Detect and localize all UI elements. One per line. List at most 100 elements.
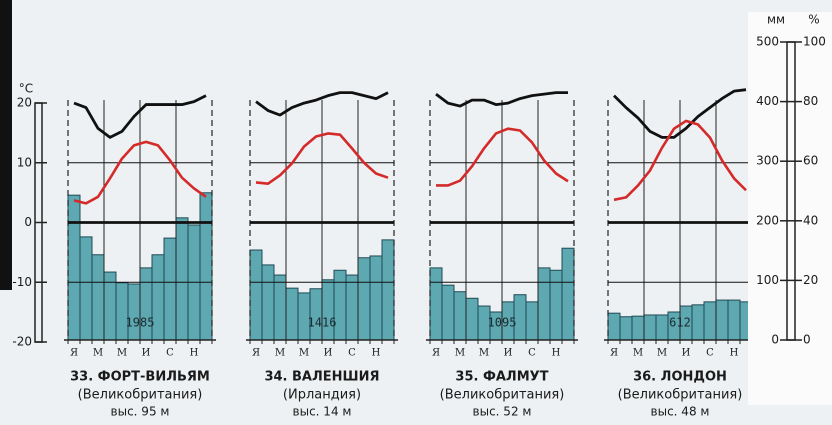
precipitation-unit: мм: [767, 13, 785, 27]
precipitation-bar: [91, 254, 105, 341]
temperature-line: [255, 132, 389, 185]
station-title: 35. ФАЛМУТ: [455, 370, 548, 385]
station-country: (Ирландия): [283, 388, 361, 403]
precipitation-bar: [163, 237, 177, 341]
month-label: С: [528, 348, 536, 359]
precipitation-bar: [199, 192, 213, 341]
station-elevation: выс. 95 м: [111, 405, 170, 419]
scale-panel: [748, 12, 832, 405]
y2-tick-label: 0: [803, 333, 811, 347]
station-title: 36. ЛОНДОН: [633, 370, 727, 385]
month-label: М: [455, 348, 465, 359]
month-label: Я: [252, 348, 260, 359]
y-tick-label: 400: [756, 94, 779, 108]
y-tick-label: 20: [17, 96, 32, 110]
month-label: И: [142, 348, 151, 359]
station-title: 34. ВАЛЕНШИЯ: [264, 370, 379, 385]
month-label: Н: [730, 348, 739, 359]
precipitation-bar: [175, 217, 189, 341]
y-tick-label: -20: [12, 335, 32, 349]
month-label: С: [166, 348, 174, 359]
precipitation-bar: [715, 299, 729, 341]
precipitation-bar: [727, 299, 741, 341]
station-country: (Великобритания): [78, 388, 203, 403]
precipitation-bar: [79, 236, 93, 341]
precipitation-bar: [465, 297, 479, 341]
precipitation-bar: [549, 269, 563, 341]
precipitation-bar: [643, 314, 657, 341]
precipitation-bar: [321, 279, 335, 341]
precipitation-total: 612: [669, 316, 691, 330]
precipitation-bar: [261, 264, 275, 341]
month-label: М: [275, 348, 285, 359]
y2-tick-label: 40: [803, 213, 818, 227]
y-tick-label: 500: [756, 35, 779, 49]
station-country: (Великобритания): [440, 388, 565, 403]
humidity-line: [255, 91, 389, 117]
precipitation-bar: [273, 274, 287, 341]
month-label: М: [117, 348, 127, 359]
month-label: С: [348, 348, 356, 359]
month-label: И: [682, 348, 691, 359]
month-label: М: [633, 348, 643, 359]
temperature-unit: °С: [19, 82, 33, 96]
y2-tick-label: 100: [803, 35, 826, 49]
y2-tick-label: 80: [803, 94, 818, 108]
precipitation-bar: [619, 316, 633, 341]
y-tick-label: 10: [17, 155, 32, 169]
precipitation-bar: [249, 249, 263, 341]
month-label: Н: [552, 348, 561, 359]
precipitation-bar: [607, 312, 621, 341]
precipitation-bar: [345, 274, 359, 341]
precipitation-bar: [309, 288, 323, 341]
y2-tick-label: 60: [803, 154, 818, 168]
station-elevation: выс. 52 м: [473, 405, 532, 419]
month-label: М: [479, 348, 489, 359]
precipitation-bar: [703, 301, 717, 341]
temperature-line: [613, 119, 747, 202]
precipitation-bar: [537, 267, 551, 341]
precipitation-bar: [127, 283, 141, 341]
y-tick-label: -10: [12, 275, 32, 289]
precipitation-total: 1095: [488, 316, 517, 330]
precipitation-bar: [67, 194, 81, 341]
y-tick-label: 300: [756, 154, 779, 168]
humidity-line: [613, 88, 747, 139]
humidity-unit: %: [808, 13, 819, 27]
y-tick-label: 0: [771, 333, 779, 347]
station-elevation: выс. 48 м: [651, 405, 710, 419]
page-edge: [0, 0, 12, 290]
precipitation-bar: [333, 269, 347, 341]
y-tick-label: 200: [756, 213, 779, 227]
month-label: И: [504, 348, 513, 359]
month-label: Я: [432, 348, 440, 359]
station-country: (Великобритания): [618, 388, 743, 403]
precipitation-bar: [115, 282, 129, 341]
month-label: М: [299, 348, 309, 359]
station-elevation: выс. 14 м: [293, 405, 352, 419]
precipitation-bar: [453, 291, 467, 341]
y2-tick-label: 20: [803, 273, 818, 287]
precipitation-bar: [441, 284, 455, 341]
precipitation-total: 1416: [308, 316, 337, 330]
month-label: Н: [190, 348, 199, 359]
precipitation-bar: [525, 301, 539, 341]
precipitation-bar: [285, 287, 299, 341]
precipitation-bar: [369, 255, 383, 341]
month-label: И: [324, 348, 333, 359]
station-title: 33. ФОРТ-ВИЛЬЯМ: [70, 370, 210, 385]
y-tick-label: 0: [24, 215, 32, 229]
humidity-line: [73, 94, 207, 139]
month-label: Я: [610, 348, 618, 359]
y-tick-label: 100: [756, 273, 779, 287]
temperature-line: [73, 140, 207, 205]
precipitation-bar: [357, 257, 371, 341]
precipitation-bar: [381, 239, 395, 341]
precipitation-bar: [655, 314, 669, 341]
month-label: Я: [70, 348, 78, 359]
month-label: М: [93, 348, 103, 359]
month-label: Н: [372, 348, 381, 359]
precipitation-bar: [691, 304, 705, 341]
